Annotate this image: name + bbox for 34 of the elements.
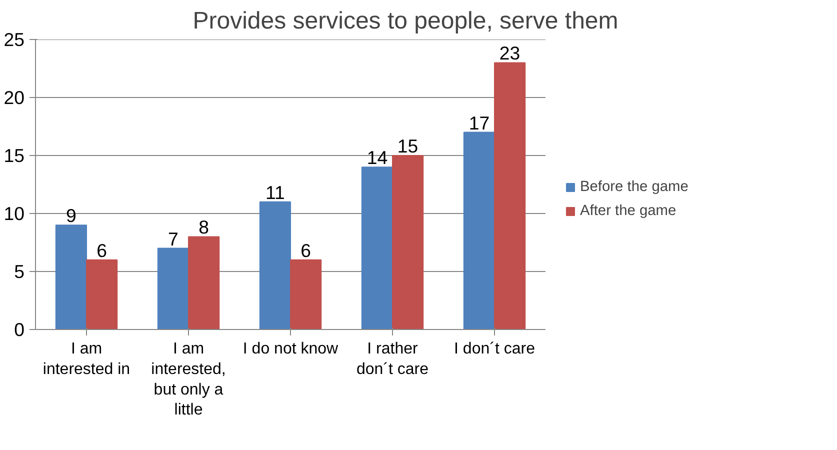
x-tick-label: I do not know — [242, 340, 339, 358]
y-tick-label: 20 — [4, 87, 25, 108]
data-label: 6 — [96, 240, 108, 261]
data-label: 9 — [66, 205, 76, 226]
x-tick-label: I am interested in — [42, 340, 130, 378]
legend-label: After the game — [580, 203, 676, 219]
bar — [86, 259, 118, 330]
chart-title: Provides services to people, serve them — [192, 8, 618, 34]
bar — [157, 248, 189, 330]
y-tick-label: 10 — [4, 203, 25, 224]
bar — [361, 166, 393, 330]
x-tick-label: I rather don´t care — [356, 340, 429, 378]
bar — [55, 224, 87, 330]
bar — [188, 236, 220, 330]
y-tick-label: 5 — [14, 261, 25, 282]
bar — [463, 132, 495, 330]
bar — [494, 62, 526, 330]
data-label: 8 — [198, 216, 210, 238]
bar — [259, 201, 291, 330]
bar — [290, 259, 322, 330]
bar — [392, 155, 424, 330]
legend-label: Before the game — [580, 179, 688, 195]
data-label: 11 — [266, 182, 285, 203]
x-tick-label: I don´t care — [454, 340, 536, 358]
data-label: 17 — [468, 112, 490, 134]
data-label: 15 — [397, 136, 418, 156]
y-tick-label: 15 — [4, 145, 25, 166]
y-tick-label: 25 — [4, 29, 25, 50]
data-label: 23 — [499, 42, 520, 64]
data-label: 6 — [300, 240, 312, 261]
data-label: 14 — [366, 147, 388, 168]
data-label: 7 — [168, 228, 178, 250]
x-tick-label: I am interested, but only a little — [151, 340, 226, 419]
y-tick-label: 0 — [14, 319, 25, 340]
